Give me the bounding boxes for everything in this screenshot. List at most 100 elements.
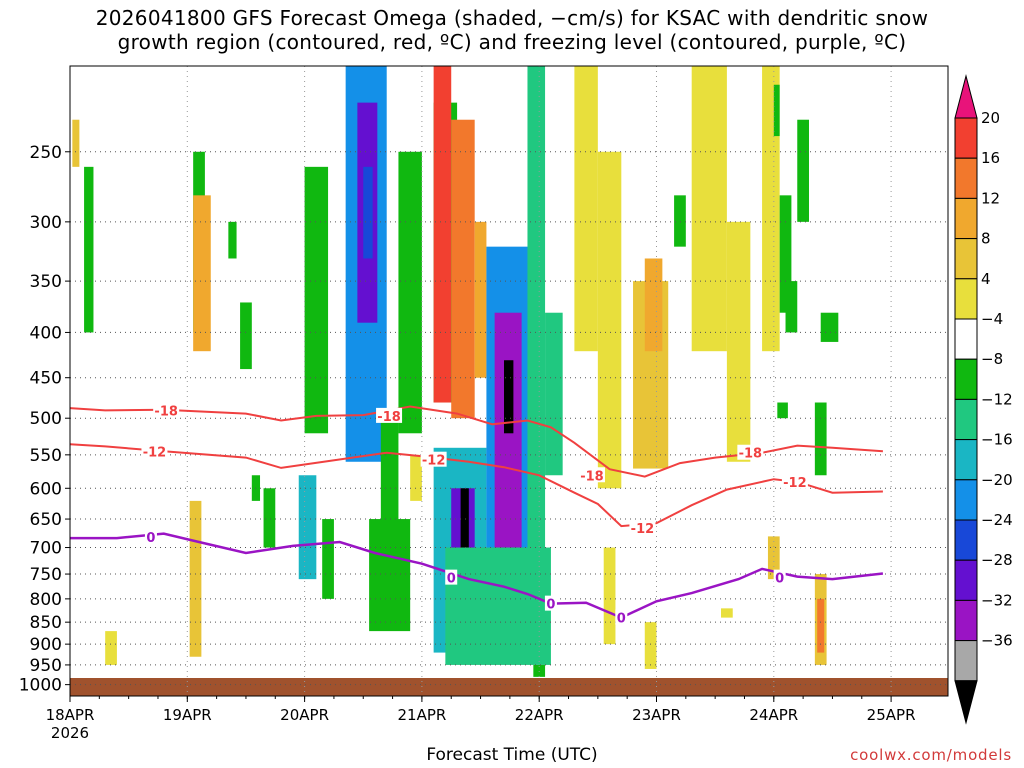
y-tick-label: 300 xyxy=(30,213,62,233)
colorbar-label: 4 xyxy=(981,270,991,288)
colorbar-segment xyxy=(954,398,978,441)
omega-cell xyxy=(228,221,237,259)
contour-label: 0 xyxy=(146,531,155,546)
omega-cell xyxy=(263,488,276,548)
contour-label: 0 xyxy=(546,598,555,613)
omega-cell xyxy=(644,258,663,352)
chart-title-line2: growth region (contoured, red, ºC) and f… xyxy=(117,30,907,54)
chart-title-line1: 2026041800 GFS Forecast Omega (shaded, −… xyxy=(95,6,929,30)
contour-label-bg xyxy=(544,595,557,611)
contour-label: -12 xyxy=(783,476,807,491)
colorbar-segment xyxy=(954,238,978,280)
y-tick-label: 450 xyxy=(30,369,62,389)
omega-cell xyxy=(574,66,598,352)
omega-cell xyxy=(474,221,487,378)
omega-cell xyxy=(820,312,839,342)
contour-label: 0 xyxy=(447,572,456,587)
contour-label: -18 xyxy=(580,469,604,484)
omega-cell xyxy=(785,281,798,333)
contour-lines: -18 -18 -18 -18 -12 -12 -12 -12 0 0 0 0 0 xyxy=(69,402,884,627)
colorbar-label: −36 xyxy=(981,632,1013,650)
omega-cell xyxy=(410,454,422,501)
y-tick-label: 250 xyxy=(30,143,62,163)
omega-cell xyxy=(779,195,792,313)
contour-label-bg xyxy=(153,402,180,418)
y-tick-label: 750 xyxy=(30,565,62,585)
omega-cell xyxy=(189,500,202,657)
omega-cell xyxy=(72,119,80,167)
colorbar-segment xyxy=(954,599,978,642)
contour-label-bg xyxy=(629,519,656,535)
omega-cell xyxy=(193,195,211,352)
omega-cell xyxy=(773,84,780,137)
contour-label: 0 xyxy=(775,572,784,587)
omega-cell xyxy=(817,598,825,653)
contour-label: 0 xyxy=(617,612,626,627)
colorbar-label: −12 xyxy=(981,390,1013,408)
omega-cell xyxy=(460,488,469,548)
omega-cell xyxy=(603,547,616,645)
colorbar-label: −8 xyxy=(981,350,1003,368)
credit-text: coolwx.com/models xyxy=(850,746,1012,764)
plot-frame xyxy=(69,65,949,697)
omega-cell xyxy=(814,402,827,476)
omega-cell xyxy=(363,166,373,259)
omega-cell xyxy=(777,402,788,419)
colorbar-label: 20 xyxy=(981,109,1000,127)
contour-label-bg xyxy=(420,451,447,467)
colorbar-label: 8 xyxy=(981,230,991,248)
contour-label: -12 xyxy=(143,445,167,460)
contour-label: -12 xyxy=(422,454,446,469)
contour-label-bg xyxy=(144,528,157,544)
y-tick-label: 350 xyxy=(30,272,62,292)
colorbar-segment xyxy=(954,479,978,521)
colorbar-segment xyxy=(954,559,978,601)
y-tick-label: 650 xyxy=(30,510,62,530)
colorbar-segment xyxy=(954,278,978,320)
omega-cell xyxy=(597,151,622,489)
y-tick-label: 400 xyxy=(30,323,62,343)
contour-label-bg xyxy=(578,467,605,483)
x-tick-label: 21APR xyxy=(397,706,446,724)
y-tick-label: 950 xyxy=(30,656,62,676)
omega-cell xyxy=(445,547,551,665)
omega-cell xyxy=(762,66,780,352)
colorbar-label: −28 xyxy=(981,551,1013,569)
omega-cell xyxy=(721,608,733,618)
x-axis: 18APR 19APR 20APR 21APR 22APR 23APR 24APR 25APR… xyxy=(46,696,916,742)
contour-label: -18 xyxy=(739,447,763,462)
x-year-label: 2026 xyxy=(51,724,89,742)
omega-cell xyxy=(533,664,546,677)
colorbar-label: 16 xyxy=(981,149,1000,167)
x-tick-label: 23APR xyxy=(632,706,681,724)
omega-shading xyxy=(72,66,839,677)
omega-cell xyxy=(369,519,411,632)
x-tick-label: 19APR xyxy=(163,706,212,724)
y-tick-label: 850 xyxy=(30,613,62,633)
colorbar-segment xyxy=(954,439,978,481)
x-axis-label: Forecast Time (UTC) xyxy=(426,745,598,765)
omega-cell xyxy=(644,622,657,669)
colorbar-segment xyxy=(954,640,978,682)
omega-cell xyxy=(398,151,422,434)
colorbar-segment xyxy=(954,358,978,400)
colorbar-bottom-arrow xyxy=(954,680,978,725)
dendritic-contour-line xyxy=(69,443,883,528)
y-axis: 2503003504004505005506006507007508008509… xyxy=(19,143,70,696)
omega-cell xyxy=(298,475,317,580)
omega-cell xyxy=(674,195,686,247)
contour-label-bg xyxy=(773,569,786,585)
colorbar-segment xyxy=(954,157,978,199)
omega-cell xyxy=(84,166,94,333)
omega-cell xyxy=(797,119,809,222)
colorbar-label: −32 xyxy=(981,591,1013,609)
omega-cell xyxy=(322,519,334,599)
y-tick-label: 1000 xyxy=(19,676,62,696)
omega-cell xyxy=(433,66,452,403)
contour-label-bg xyxy=(376,407,403,423)
contour-label-bg xyxy=(615,609,628,625)
omega-cell xyxy=(304,166,329,434)
contour-label: -18 xyxy=(377,410,401,425)
contour-label-bg xyxy=(737,444,764,460)
